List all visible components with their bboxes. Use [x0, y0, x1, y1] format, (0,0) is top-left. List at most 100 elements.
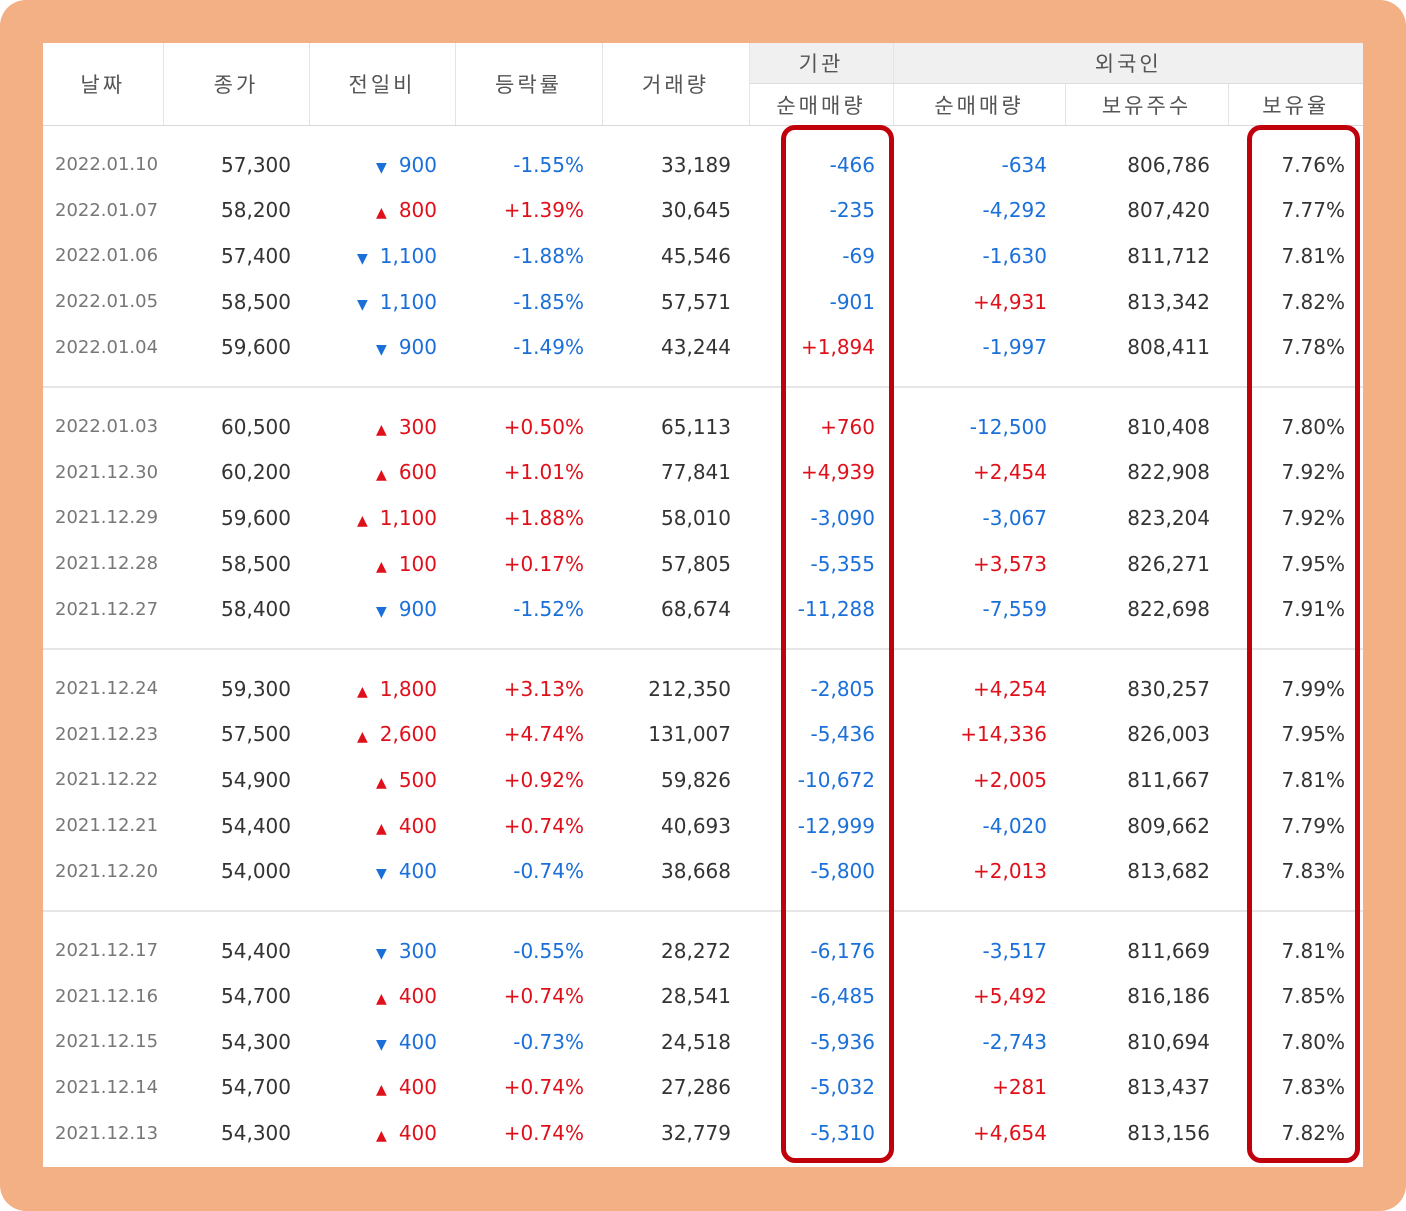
- cell-foreign-ratio: 7.85%: [1281, 984, 1346, 1009]
- cell-rate: +3.13%: [503, 676, 584, 701]
- header-volume: 거래량: [601, 43, 749, 126]
- cell-rate: -1.52%: [513, 597, 584, 622]
- cell-volume: 212,350: [648, 676, 731, 701]
- cell-foreign-net: +5,492: [972, 984, 1047, 1009]
- cell-foreign-net: -3,067: [982, 505, 1047, 530]
- triangle-down-icon: ▼: [356, 296, 368, 313]
- cell-date: 2021.12.24: [55, 678, 159, 700]
- cell-close: 58,500: [221, 289, 291, 314]
- triangle-up-icon: ▲: [356, 683, 368, 700]
- cell-rate: -1.55%: [513, 152, 584, 177]
- table-row: 2021.12.22 54,900 ▲ 500 +0.92% 59,826 -10,672 +…: [43, 757, 1363, 803]
- change-value: 400: [398, 1075, 437, 1100]
- cell-foreign-shares: 826,003: [1127, 722, 1210, 747]
- cell-volume: 57,805: [661, 551, 731, 576]
- change-value: 400: [398, 984, 437, 1009]
- cell-foreign-net: -7,559: [982, 597, 1047, 622]
- cell-close: 59,600: [221, 335, 291, 360]
- cell-foreign-net: +2,454: [972, 460, 1047, 485]
- cell-rate: +0.74%: [503, 1121, 584, 1146]
- cell-foreign-shares: 811,669: [1127, 938, 1210, 963]
- cell-rate: +0.92%: [503, 767, 584, 792]
- cell-volume: 40,693: [661, 813, 731, 838]
- cell-foreign-net: +4,254: [972, 676, 1047, 701]
- cell-foreign-ratio: 7.95%: [1281, 551, 1346, 576]
- cell-change: ▲ 500: [309, 757, 455, 803]
- table-row: 2022.01.03 60,500 ▲ 300 +0.50% 65,113 +760 -12,…: [43, 404, 1363, 450]
- cell-institution-net: -901: [829, 289, 875, 314]
- cell-date: 2021.12.13: [55, 1122, 159, 1144]
- cell-change: ▼ 1,100: [309, 233, 455, 279]
- group-spacer: [43, 650, 1363, 666]
- header-institution-net: 순매매량: [748, 83, 893, 126]
- triangle-down-icon: ▼: [376, 342, 387, 359]
- cell-institution-net: +760: [820, 414, 875, 439]
- cell-foreign-shares: 811,667: [1127, 767, 1210, 792]
- triangle-up-icon: ▲: [376, 774, 387, 791]
- cell-change: ▲ 300: [309, 404, 455, 450]
- cell-volume: 28,541: [661, 984, 731, 1009]
- cell-change: ▼ 300: [309, 928, 455, 974]
- cell-volume: 68,674: [661, 597, 731, 622]
- change-value: 900: [398, 597, 437, 622]
- cell-date: 2021.12.17: [55, 940, 159, 962]
- cell-date: 2021.12.28: [55, 553, 159, 575]
- table-row: 2022.01.07 58,200 ▲ 800 +1.39% 30,645 -235 -4,2…: [43, 188, 1363, 234]
- change-value: 300: [398, 414, 437, 439]
- cell-close: 58,500: [221, 551, 291, 576]
- cell-volume: 28,272: [661, 938, 731, 963]
- cell-foreign-net: +2,005: [972, 767, 1047, 792]
- header-institution-group: 기관: [748, 43, 893, 84]
- cell-date: 2021.12.30: [55, 461, 159, 483]
- change-value: 400: [398, 1121, 437, 1146]
- cell-foreign-net: -1,630: [982, 243, 1047, 268]
- group-spacer: [43, 1156, 1363, 1167]
- triangle-up-icon: ▲: [376, 991, 387, 1008]
- triangle-down-icon: ▼: [376, 604, 387, 621]
- cell-date: 2022.01.03: [55, 416, 159, 438]
- cell-rate: -1.88%: [513, 243, 584, 268]
- cell-change: ▼ 1,100: [309, 279, 455, 325]
- change-value: 1,100: [379, 505, 437, 530]
- cell-foreign-shares: 813,682: [1127, 859, 1210, 884]
- triangle-up-icon: ▲: [376, 558, 387, 575]
- table-row: 2022.01.05 58,500 ▼ 1,100 -1.85% 57,571 -901 +4…: [43, 279, 1363, 325]
- change-value: 600: [398, 460, 437, 485]
- cell-change: ▼ 900: [309, 324, 455, 370]
- cell-date: 2021.12.16: [55, 985, 159, 1007]
- cell-date: 2021.12.20: [55, 860, 159, 882]
- cell-foreign-ratio: 7.82%: [1281, 289, 1346, 314]
- trading-table-panel: 날짜 종가 전일비 등락률 거래량 기관 외국인 순매매량 순매매량 보유주수 …: [43, 43, 1363, 1167]
- change-value: 300: [398, 938, 437, 963]
- cell-foreign-ratio: 7.92%: [1281, 505, 1346, 530]
- cell-volume: 24,518: [661, 1029, 731, 1054]
- cell-foreign-net: -4,292: [982, 198, 1047, 223]
- cell-foreign-ratio: 7.91%: [1281, 597, 1346, 622]
- cell-date: 2022.01.10: [55, 154, 159, 176]
- cell-change: ▲ 1,100: [309, 495, 455, 541]
- triangle-up-icon: ▲: [376, 467, 387, 484]
- cell-institution-net: -6,176: [810, 938, 875, 963]
- cell-institution-net: -69: [842, 243, 875, 268]
- cell-foreign-shares: 822,698: [1127, 597, 1210, 622]
- header-close: 종가: [162, 43, 309, 126]
- table-row: 2021.12.20 54,000 ▼ 400 -0.74% 38,668 -5,800 +2…: [43, 848, 1363, 894]
- table-row: 2021.12.17 54,400 ▼ 300 -0.55% 28,272 -6,176 -3…: [43, 928, 1363, 974]
- cell-institution-net: -5,355: [810, 551, 875, 576]
- cell-foreign-net: -1,997: [982, 335, 1047, 360]
- cell-close: 54,300: [221, 1029, 291, 1054]
- triangle-up-icon: ▲: [376, 1128, 387, 1145]
- cell-close: 57,500: [221, 722, 291, 747]
- change-value: 1,800: [379, 676, 437, 701]
- table-row: 2021.12.24 59,300 ▲ 1,800 +3.13% 212,350 -2,80…: [43, 666, 1363, 712]
- change-value: 900: [398, 335, 437, 360]
- cell-institution-net: -3,090: [810, 505, 875, 530]
- cell-change: ▲ 400: [309, 803, 455, 849]
- cell-rate: +0.74%: [503, 813, 584, 838]
- cell-close: 57,300: [221, 152, 291, 177]
- cell-institution-net: +4,939: [800, 460, 875, 485]
- change-value: 900: [398, 152, 437, 177]
- cell-foreign-net: +281: [992, 1075, 1047, 1100]
- table-row: 2021.12.28 58,500 ▲ 100 +0.17% 57,805 -5,355 +3…: [43, 541, 1363, 587]
- cell-rate: +4.74%: [503, 722, 584, 747]
